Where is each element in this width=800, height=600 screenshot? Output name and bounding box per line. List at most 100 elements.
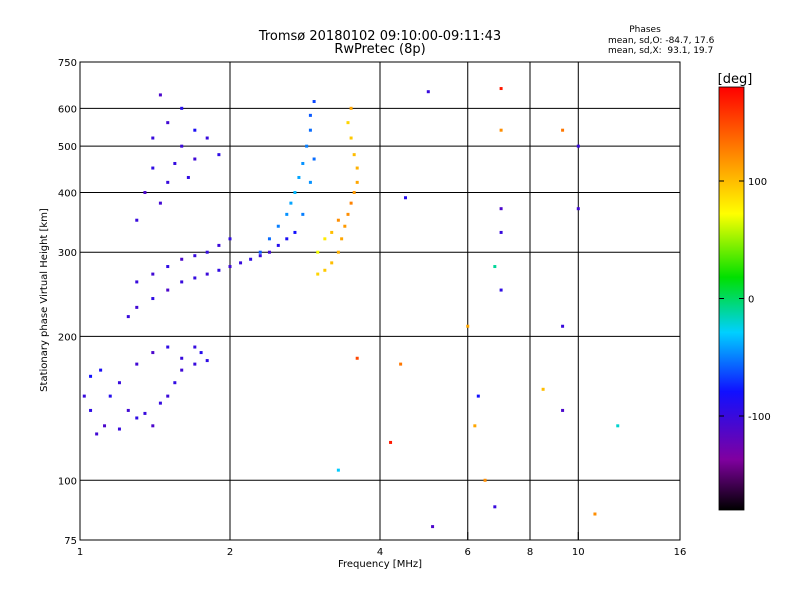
scatter-point [193,128,197,132]
scatter-point [151,297,155,301]
scatter-point [180,144,184,148]
scatter-point [151,136,155,140]
scatter-point [158,93,162,97]
gridlines [80,62,680,540]
scatter-point [180,280,184,284]
colorbar-tick-label: 100 [748,177,767,188]
scatter-point [499,128,503,132]
scatter-point [499,207,503,211]
scatter-point [258,250,262,254]
scatter-point [135,218,139,222]
scatter-point [561,128,565,132]
scatter-point [199,351,203,355]
scatter-point [193,276,197,280]
scatter-point [499,87,503,91]
scatter-point [431,525,435,529]
scatter-point [166,265,170,269]
colorbar-tick-label: 0 [748,295,754,306]
scatter-point [323,237,327,241]
scatter-point [95,432,99,436]
scatter-point [180,368,184,372]
scatter-point [476,394,480,398]
scatter-point [473,424,477,428]
scatter-point [312,157,316,161]
scatter-point [343,224,347,228]
scatter-point [616,424,620,428]
scatter-point [193,254,197,258]
scatter-point [205,359,209,363]
scatter-point [499,230,503,234]
scatter-point [180,356,184,360]
scatter-point [355,166,359,170]
scatter-point [316,250,320,254]
scatter-point [217,243,221,247]
scatter-point [349,201,353,205]
scatter-point [89,374,93,378]
scatter-point [166,121,170,125]
scatter-point [166,288,170,292]
scatter-point [228,237,232,241]
y-axis-label: Stationary phase Virtual Height [km] [39,208,50,392]
scatter-point [308,128,312,132]
scatter-point [166,345,170,349]
scatter-point [135,305,139,309]
scatter-point [576,144,580,148]
scatter-point [267,250,271,254]
scatter-point [576,207,580,211]
scatter-point [143,411,147,415]
scatter-point [217,268,221,272]
scatter-point [276,224,280,228]
scatter-point [151,272,155,276]
scatter-point [117,381,121,385]
scatter-point [158,401,162,405]
scatter-point [346,121,350,125]
scatter-point [186,175,190,179]
scatter-point [180,257,184,261]
scatter-point [426,90,430,94]
scatter-point [316,272,320,276]
scatter-point [340,237,344,241]
scatter-point [297,175,301,179]
y-tick-label: 200 [58,332,77,343]
phases-line-x: mean, sd,X: 93.1, 19.7 [608,46,713,56]
scatter-point [308,113,312,117]
scatter-point [151,424,155,428]
scatter-point [312,100,316,104]
x-axis: 1 2 4 6 8 10 16 [77,532,687,558]
x-tick-label: 4 [377,547,383,558]
x-tick-label: 16 [674,547,687,558]
scatter-point [349,136,353,140]
scatter-point [267,237,271,241]
y-tick-label: 75 [64,536,77,547]
scatter-point [308,180,312,184]
scatter-point [293,190,297,194]
colorbar-tick-label: -100 [748,412,771,423]
chart-title: Tromsø 20180102 09:10:00-09:11:43 [258,29,501,44]
scatter-point [499,288,503,292]
scatter-point [336,218,340,222]
scatter-point [293,230,297,234]
scatter-point [349,106,353,110]
colorbar-label: [deg] [718,72,753,87]
scatter-point [89,408,93,412]
scatter-point [228,265,232,269]
scatter-point [108,394,112,398]
scatter-point [166,180,170,184]
scatter-point [346,212,350,216]
scatter-point [483,478,487,482]
scatter-point [561,408,565,412]
scatter-point [135,416,139,420]
scatter-point [249,257,253,261]
scatter-point [305,144,309,148]
scatter-point [143,190,147,194]
phases-line-o: mean, sd,O: -84.7, 17.6 [608,36,715,46]
scatter-point [217,153,221,157]
scatter-point [285,212,289,216]
scatter-point [352,153,356,157]
colorbar-ticks: 100 0 -100 [719,177,771,423]
scatter-point [301,212,305,216]
y-tick-label: 750 [58,58,77,69]
scatter-point [193,362,197,366]
scatter-point [493,505,497,509]
scatter-point [276,243,280,247]
